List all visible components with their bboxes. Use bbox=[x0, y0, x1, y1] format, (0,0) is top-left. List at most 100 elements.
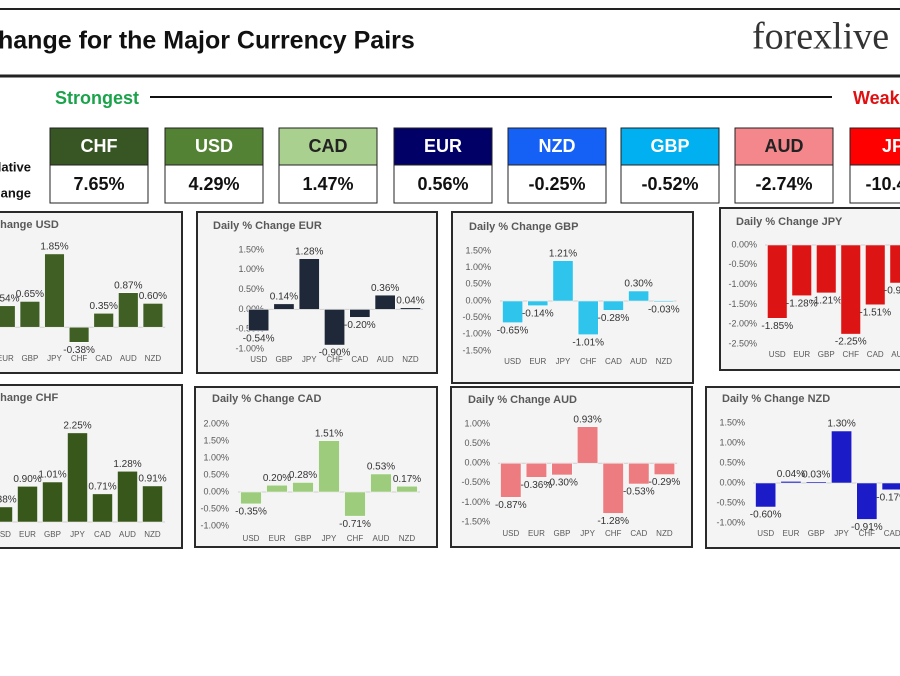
bar bbox=[628, 462, 650, 485]
x-tick-label: AUD bbox=[373, 534, 390, 543]
currency-change: -0.52% bbox=[641, 174, 698, 194]
bar bbox=[69, 326, 90, 343]
currency-change: 0.56% bbox=[417, 174, 468, 194]
value-label: 0.20% bbox=[263, 473, 291, 484]
bar bbox=[0, 305, 16, 328]
bar bbox=[142, 303, 163, 328]
bar bbox=[93, 313, 114, 328]
currency-box bbox=[734, 127, 834, 166]
value-label: -0.91% bbox=[851, 522, 883, 533]
row-label: Change bbox=[0, 185, 31, 200]
x-tick-label: NZD bbox=[399, 534, 416, 543]
bar bbox=[349, 309, 371, 318]
y-tick-label: -0.50% bbox=[462, 312, 491, 322]
y-tick-label: 1.50% bbox=[719, 417, 745, 427]
x-tick-label: CAD bbox=[94, 530, 111, 539]
bar bbox=[502, 300, 523, 323]
value-label: 0.17% bbox=[393, 474, 421, 485]
value-label: -1.01% bbox=[572, 337, 604, 348]
x-tick-label: JPY bbox=[834, 529, 849, 538]
x-tick-label: USD bbox=[0, 530, 11, 539]
value-label: 0.04% bbox=[396, 295, 424, 306]
x-tick-label: CAD bbox=[605, 357, 622, 366]
y-tick-label: -1.00% bbox=[728, 279, 757, 289]
value-label: 1.01% bbox=[38, 470, 66, 481]
x-tick-label: EUR bbox=[793, 350, 810, 359]
bar bbox=[831, 430, 852, 484]
currency-change: -10.46% bbox=[865, 174, 900, 194]
x-tick-label: EUR bbox=[269, 534, 286, 543]
x-tick-label: GBP bbox=[21, 354, 38, 363]
value-label: -0.17% bbox=[876, 492, 900, 503]
value-label: -0.71% bbox=[339, 519, 371, 530]
strongest-label: Strongest bbox=[55, 88, 139, 108]
currency-change: 4.29% bbox=[188, 174, 239, 194]
currency-box bbox=[278, 127, 378, 166]
x-tick-label: JPY bbox=[556, 357, 571, 366]
bar bbox=[344, 491, 366, 517]
value-label: 1.21% bbox=[549, 248, 577, 259]
chart-panel bbox=[0, 211, 183, 374]
y-tick-label: 1.50% bbox=[465, 245, 491, 255]
y-tick-label: 2.00% bbox=[203, 418, 229, 428]
y-tick-label: -1.00% bbox=[200, 520, 229, 530]
x-tick-label: EUR bbox=[529, 357, 546, 366]
value-label: 0.65% bbox=[16, 289, 44, 300]
currency-change: -2.74% bbox=[755, 174, 812, 194]
value-label: 0.30% bbox=[624, 279, 652, 290]
x-tick-label: JPY bbox=[302, 355, 317, 364]
bar bbox=[298, 258, 320, 310]
x-tick-label: CAD bbox=[351, 355, 368, 364]
bar bbox=[653, 300, 675, 303]
x-tick-label: NZD bbox=[656, 357, 673, 366]
value-label: 2.25% bbox=[63, 421, 91, 432]
chart-title: Daily % Change JPY bbox=[736, 216, 843, 228]
bar bbox=[767, 244, 788, 319]
x-tick-label: EUR bbox=[528, 529, 545, 538]
x-tick-label: CHF bbox=[859, 529, 876, 538]
currency-change: 7.65% bbox=[73, 174, 124, 194]
currency-box bbox=[164, 127, 264, 166]
y-tick-label: -2.50% bbox=[728, 338, 757, 348]
x-tick-label: CHF bbox=[605, 529, 622, 538]
value-label: -1.51% bbox=[859, 307, 891, 318]
bar bbox=[881, 482, 900, 491]
currency-change: -0.25% bbox=[528, 174, 585, 194]
currency-box bbox=[849, 127, 900, 166]
x-tick-label: USD bbox=[243, 534, 260, 543]
x-tick-label: JPY bbox=[322, 534, 337, 543]
y-tick-label: 0.50% bbox=[719, 457, 745, 467]
title: hange for the Major Currency Pairs bbox=[0, 27, 415, 55]
x-tick-label: CAD bbox=[630, 529, 647, 538]
value-label: -0.54% bbox=[243, 333, 275, 344]
logo: forexlive bbox=[752, 16, 889, 58]
y-tick-label: 1.50% bbox=[238, 244, 264, 254]
currency-box bbox=[393, 127, 493, 166]
x-tick-label: AUD bbox=[120, 354, 137, 363]
bar bbox=[273, 303, 295, 310]
value-label: -0.60% bbox=[750, 510, 782, 521]
bar bbox=[602, 462, 624, 514]
y-tick-label: -0.50% bbox=[461, 477, 490, 487]
x-tick-label: NZD bbox=[144, 530, 161, 539]
bar bbox=[324, 309, 345, 346]
value-label: 1.85% bbox=[40, 242, 68, 253]
y-tick-label: -0.50% bbox=[716, 497, 745, 507]
bar bbox=[525, 462, 547, 478]
currency-code: GBP bbox=[650, 136, 689, 156]
bar bbox=[805, 481, 827, 484]
bar bbox=[551, 462, 573, 476]
chart-panel bbox=[194, 386, 438, 548]
value-label: 0.28% bbox=[289, 470, 317, 481]
x-tick-label: NZD bbox=[145, 354, 162, 363]
bar bbox=[42, 481, 63, 523]
bar bbox=[577, 426, 599, 464]
value-label: 0.36% bbox=[371, 283, 399, 294]
value-label: -1.85% bbox=[761, 321, 793, 332]
bar bbox=[856, 482, 878, 520]
x-tick-label: CHF bbox=[580, 357, 597, 366]
y-tick-label: 0.00% bbox=[719, 477, 745, 487]
value-label: -0.90% bbox=[319, 348, 351, 359]
bar bbox=[889, 244, 900, 284]
x-tick-label: EUR bbox=[783, 529, 800, 538]
